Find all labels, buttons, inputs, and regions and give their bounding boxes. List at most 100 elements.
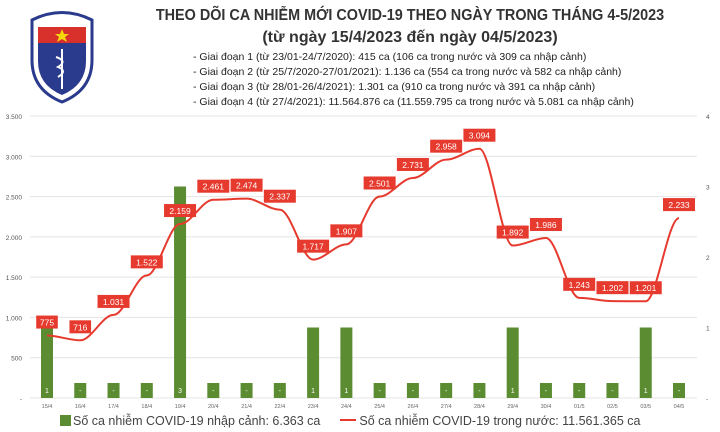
line-value-label: 3.094 (469, 131, 491, 141)
line-label-box (36, 315, 58, 329)
line-label-box (130, 255, 163, 269)
x-tick-label: 19/4 (175, 404, 186, 410)
bar-value-label: - (212, 388, 215, 395)
left-tick-label: 3.500 (6, 114, 23, 121)
bar-imported (406, 383, 419, 398)
line-value-label: 1.031 (103, 297, 125, 307)
bar-imported (240, 383, 253, 398)
legend-bar-swatch (60, 415, 71, 426)
chart-subtitle: (từ ngày 15/4/2023 đến ngày 04/5/2023) (262, 29, 558, 46)
bar-imported (41, 327, 53, 398)
left-tick-label: 500 (11, 356, 22, 363)
line-label-box (363, 176, 396, 190)
legend-domestic: Số ca nhiễm COVID-19 trong nước: 11.561.… (340, 414, 640, 428)
x-tick-label: 03/5 (640, 404, 651, 410)
bar-imported (207, 383, 220, 398)
line-label-box (563, 277, 596, 291)
bar-imported (440, 383, 453, 398)
line-label-box (496, 225, 529, 239)
x-tick-label: 01/5 (574, 404, 585, 410)
x-tick-label: 24/4 (341, 404, 352, 410)
line-value-label: 1.892 (502, 228, 524, 238)
bar-imported (506, 327, 519, 398)
bar-value-label: - (146, 388, 149, 395)
line-value-label: 2.731 (402, 160, 424, 170)
bar-imported (673, 383, 685, 398)
bar-value-label: 1 (311, 388, 315, 395)
line-label-box (297, 239, 330, 253)
x-tick-label: 16/4 (75, 404, 86, 410)
x-tick-label: 21/4 (241, 404, 252, 410)
line-label-box (430, 139, 463, 153)
bar-imported (307, 327, 320, 398)
legend-imported: Số ca nhiễm COVID-19 nhập cảnh: 6.363 ca (60, 414, 320, 428)
note-phase-3: - Giai đoạn 3 (từ 28/01-26/4/2021): 1.30… (193, 81, 596, 93)
bar-value-label: - (478, 388, 481, 395)
line-label-box (596, 281, 629, 295)
line-value-label: 2.233 (668, 200, 690, 210)
x-tick-label: 22/4 (274, 404, 285, 410)
left-tick-label: 2.000 (6, 235, 23, 242)
note-phase-1: - Giai đoạn 1 (từ 23/01-24/7/2020): 415 … (193, 51, 587, 63)
line-value-label: 2.337 (269, 192, 291, 202)
bar-imported (639, 327, 652, 398)
x-tick-label: 04/5 (674, 404, 685, 410)
bar-value-label: 1 (644, 388, 648, 395)
x-tick-label: 25/4 (374, 404, 385, 410)
bar-value-label: - (545, 388, 548, 395)
left-tick-label: 1.000 (6, 315, 23, 322)
phase-notes: - Giai đoạn 1 (từ 23/01-24/7/2020): 415 … (193, 50, 634, 110)
line-value-label: 716 (73, 322, 87, 332)
line-value-label: 2.958 (436, 142, 458, 152)
bar-imported (473, 383, 486, 398)
line-value-label: 1.907 (336, 226, 358, 236)
right-tick-label: 2 (706, 255, 710, 262)
bar-imported (74, 383, 87, 398)
line-value-label: 1.522 (136, 257, 158, 267)
line-value-label: 2.474 (236, 181, 258, 191)
x-tick-label: 30/4 (541, 404, 552, 410)
line-value-label: 1.243 (569, 280, 591, 290)
note-phase-2: - Giai đoạn 2 (từ 25/7/2020-27/01/2021):… (193, 66, 622, 78)
bar-imported (174, 186, 187, 398)
line-label-box (529, 217, 562, 231)
line-value-label: 2.159 (169, 206, 191, 216)
line-label-box (164, 204, 197, 218)
line-label-box (629, 281, 662, 295)
bar-imported (373, 383, 386, 398)
bar-value-label: - (378, 388, 381, 395)
bar-imported (273, 383, 286, 398)
x-tick-label: 17/4 (108, 404, 119, 410)
x-tick-label: 02/5 (607, 404, 618, 410)
line-label-box (463, 128, 496, 142)
bar-value-label: - (245, 388, 248, 395)
bar-value-label: 3 (178, 388, 182, 395)
note-phase-4: - Giai đoạn 4 (từ 27/4/2021): 11.564.876… (193, 96, 634, 108)
left-tick-label: - (20, 396, 22, 403)
x-tick-label: 28/4 (474, 404, 485, 410)
left-tick-label: 1.500 (6, 275, 23, 282)
line-label-box (396, 157, 429, 171)
line-value-label: 2.501 (369, 178, 391, 188)
line-label-box (330, 224, 363, 238)
line-label-box (69, 320, 92, 334)
line-value-label: 775 (40, 318, 54, 328)
bar-value-label: - (412, 388, 415, 395)
line-label-box (230, 178, 263, 192)
line-value-label: 1.986 (535, 220, 557, 230)
line-value-label: 1.717 (302, 242, 324, 252)
bar-value-label: - (445, 388, 448, 395)
line-label-box (97, 294, 130, 308)
line-label-box (263, 189, 296, 203)
bar-value-label: - (611, 388, 614, 395)
line-value-label: 1.201 (635, 283, 657, 293)
bar-imported (107, 383, 120, 398)
bar-value-label: - (678, 388, 681, 395)
x-tick-label: 29/4 (507, 404, 518, 410)
bar-imported (606, 383, 619, 398)
line-label-box (663, 198, 695, 212)
left-tick-label: 2.500 (6, 195, 23, 202)
right-tick-label: 1 (706, 326, 710, 333)
chart-title: THEO DÕI CA NHIỄM MỚI COVID-19 THEO NGÀY… (155, 7, 665, 24)
right-tick-label: - (706, 396, 708, 403)
